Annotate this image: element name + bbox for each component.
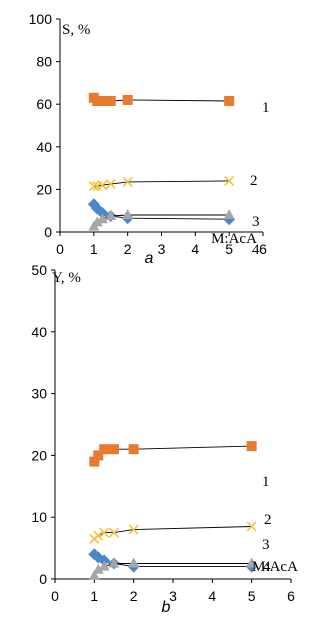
series-4-point [98,560,110,571]
x-tick-label: 6 [259,241,267,257]
y-axis-label: S, % [62,22,90,38]
series-2-point [128,524,139,535]
x-tick-label: 3 [158,241,166,257]
series-1-point [99,444,110,455]
y-tick-label: 100 [29,11,53,27]
y-tick-label: 20 [31,447,47,463]
series-4-point [223,208,235,219]
x-tick-label: 0 [51,588,59,604]
series-4-point [128,557,140,568]
x-tick-label: 2 [124,241,132,257]
series-1-point [93,450,104,461]
y-tick-label: 50 [31,262,47,278]
series-1-point [109,444,119,455]
series-3-label: 3 [262,537,270,553]
x-tick-label: 5 [248,588,256,604]
y-tick-label: 30 [31,386,47,402]
series-2-point [108,527,120,538]
x-tick-label: 6 [287,588,295,604]
y-tick-label: 20 [36,181,52,197]
series-1-point [122,94,133,105]
x-tick-label: 4 [208,588,216,604]
series-1-label: 1 [262,100,270,116]
series-4-label: 4 [252,242,260,258]
series-2-point [246,521,257,532]
series-4-point [108,557,120,568]
series-3-point [98,554,111,567]
panel-label: a [145,250,154,267]
series-4-point [91,216,103,227]
x-axis-label: M:AcA [211,231,257,247]
x-tick-label: 5 [225,241,233,257]
series-2-label: 2 [250,173,258,189]
x-tick-label: 2 [130,588,138,604]
series-1-point [246,441,257,452]
series-2-point [93,530,104,541]
y-tick-label: 10 [31,509,47,525]
series-1-point [97,96,108,107]
series-1-point [128,444,139,455]
x-axis-label: M:AcA [252,559,298,575]
y-tick-label: 40 [31,324,47,340]
x-tick-label: 3 [169,588,177,604]
y-tick-label: 60 [36,96,52,112]
x-tick-label: 0 [56,241,64,257]
x-tick-label: 4 [191,241,199,257]
series-1-point [105,96,116,107]
y-tick-label: 0 [44,224,52,240]
y-tick-label: 80 [36,54,52,70]
series-1-point [224,96,235,107]
series-4-point [92,563,104,574]
series-2-point [88,181,99,192]
series-1-point [92,96,103,107]
series-2-point [105,179,116,190]
series-4-point [122,208,134,219]
y-tick-label: 40 [36,139,52,155]
x-tick-label: 1 [90,241,98,257]
series-4-point [105,210,117,221]
y-axis-label: Y, % [52,270,81,286]
series-4-point [96,213,108,224]
series-3-label: 3 [252,214,260,230]
series-2-point [224,175,235,186]
series-1-label: 1 [262,474,270,490]
series-1-point [89,456,100,467]
series-4-point [88,569,100,580]
series-2-point [97,180,108,191]
panel-label: b [162,599,171,616]
series-4-label: 4 [263,559,271,575]
y-tick-label: 0 [39,571,47,587]
series-2-point [99,527,110,538]
series-2-point [122,176,133,188]
series-2-label: 2 [264,512,272,528]
series-4-point [246,557,258,568]
x-tick-label: 1 [90,588,98,604]
